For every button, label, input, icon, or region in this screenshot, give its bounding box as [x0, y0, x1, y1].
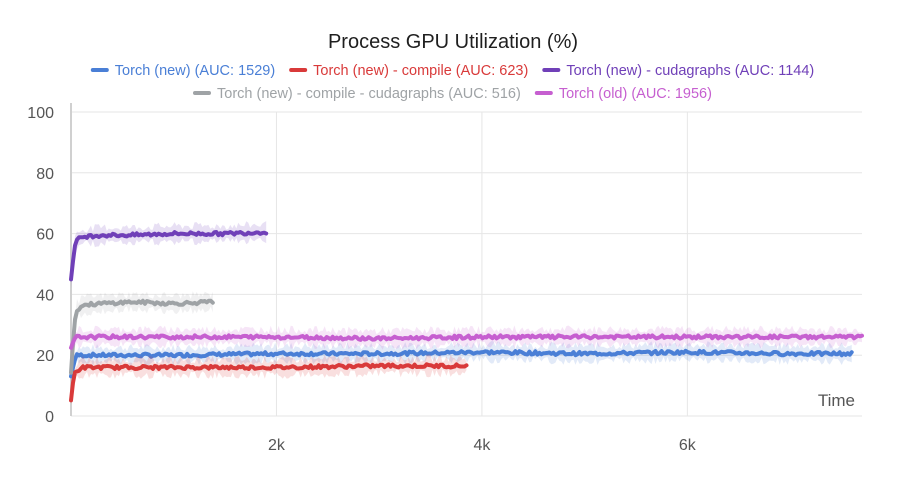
y-tick-label: 0: [45, 409, 54, 426]
y-tick-label: 100: [27, 105, 54, 122]
chart-title: Process GPU Utilization (%): [328, 31, 578, 53]
y-tick-labels: 0 20 40 60 80 100: [27, 105, 54, 426]
series-line: [69, 230, 269, 282]
legend-row: Torch (new) - compile - cudagraphs (AUC:…: [193, 86, 712, 102]
y-tick-label: 20: [36, 348, 54, 365]
legend-label: Torch (new) - compile - cudagraphs (AUC:…: [217, 86, 521, 102]
legend-item[interactable]: Torch (new) - compile (AUC: 623): [289, 63, 528, 79]
x-tick-label: 6k: [679, 437, 697, 454]
x-tick-labels: 2k 4k 6k: [268, 437, 697, 454]
x-tick-label: 4k: [473, 437, 491, 454]
x-tick-label: 2k: [268, 437, 286, 454]
legend-item[interactable]: Torch (new) (AUC: 1529): [90, 63, 275, 79]
series-group: [69, 221, 864, 406]
x-axis-label: Time: [818, 391, 855, 410]
series-line: [69, 362, 469, 403]
legend-item[interactable]: Torch (new) - cudagraphs (AUC: 1144): [542, 63, 814, 79]
series-band: [71, 325, 862, 354]
series-5: [69, 325, 864, 354]
legend-label: Torch (new) - cudagraphs (AUC: 1144): [566, 63, 814, 79]
legend-row: Torch (new) (AUC: 1529) Torch (new) - com…: [90, 63, 814, 79]
series-2: [69, 354, 469, 406]
series-band: [71, 221, 267, 289]
legend-label: Torch (old) (AUC: 1956): [559, 86, 712, 102]
legend-item[interactable]: Torch (new) - compile - cudagraphs (AUC:…: [193, 86, 521, 102]
grid: [71, 111, 862, 417]
series-band: [71, 291, 213, 378]
legend-label: Torch (new) (AUC: 1529): [115, 63, 275, 79]
legend-item[interactable]: Torch (old) (AUC: 1956): [534, 86, 712, 102]
series-line: [69, 333, 864, 350]
series-line: [69, 298, 215, 375]
series-line: [69, 348, 854, 379]
series-1: [69, 341, 854, 384]
y-tick-label: 60: [36, 227, 54, 244]
legend-label: Torch (new) - compile (AUC: 623): [313, 63, 528, 79]
series-4: [69, 291, 215, 378]
series-3: [69, 221, 269, 289]
y-tick-label: 40: [36, 287, 54, 304]
legend: Torch (new) (AUC: 1529) Torch (new) - com…: [90, 63, 814, 102]
y-tick-label: 80: [36, 166, 54, 183]
